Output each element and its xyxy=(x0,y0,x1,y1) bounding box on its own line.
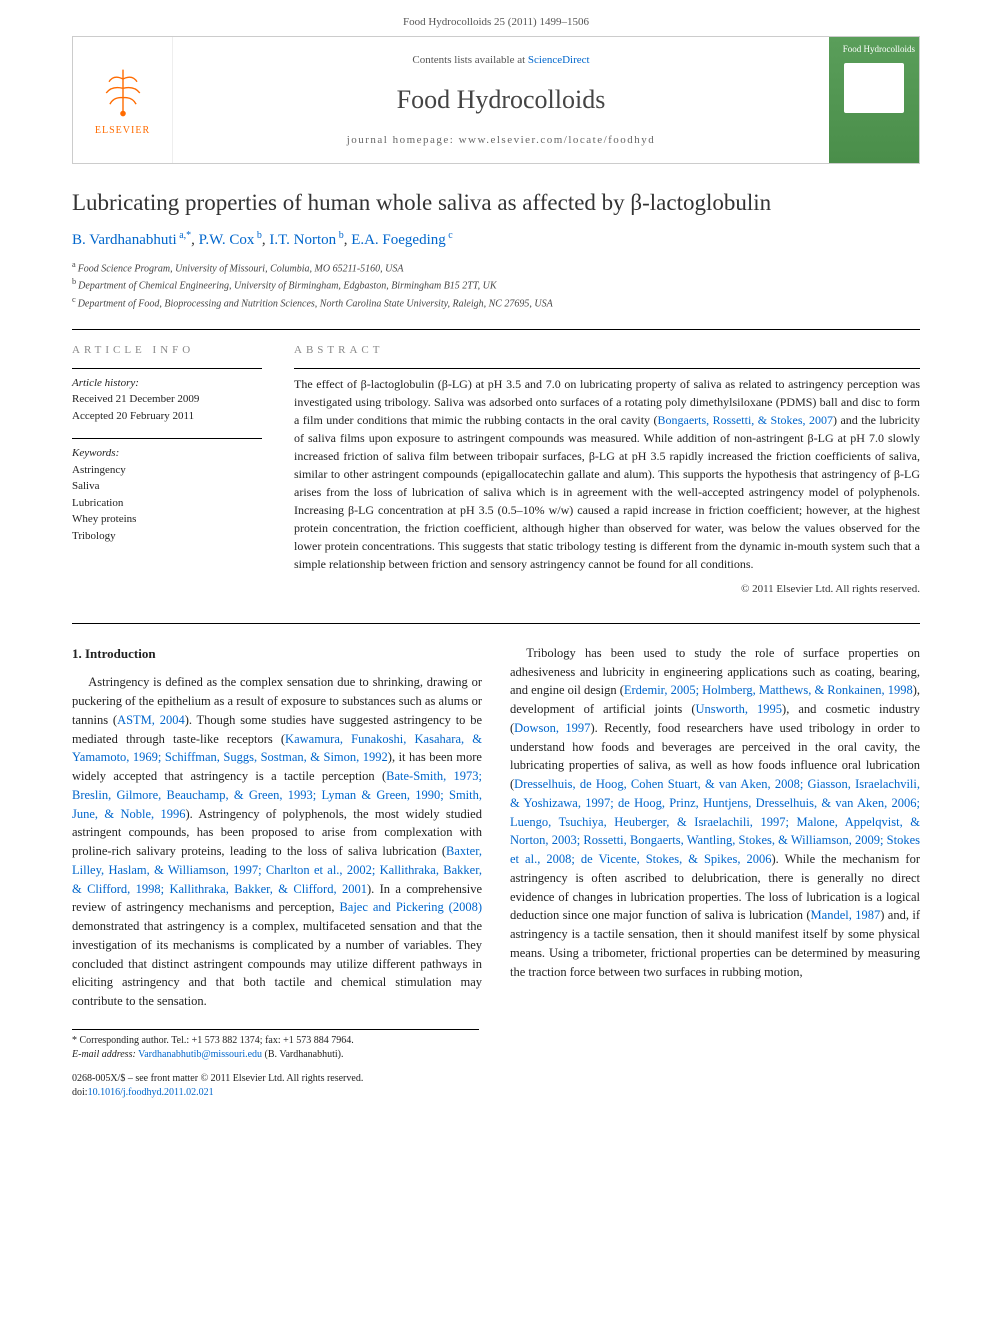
author-affil-sup: b xyxy=(336,230,344,241)
keywords-label: Keywords: xyxy=(72,445,262,462)
keyword: Lubrication xyxy=(72,495,262,512)
body-paragraph: Astringency is defined as the complex se… xyxy=(72,673,482,1011)
contents-link-line: Contents lists available at ScienceDirec… xyxy=(412,54,589,66)
article-info-col: ARTICLE INFO Article history: Received 2… xyxy=(72,344,262,595)
tree-icon xyxy=(95,65,151,121)
homepage-prefix: journal homepage: xyxy=(347,134,459,146)
full-divider xyxy=(72,623,920,624)
body-text: 1. Introduction Astringency is defined a… xyxy=(0,644,992,1011)
received-date: Received 21 December 2009 xyxy=(72,391,262,408)
citation-link[interactable]: ASTM, 2004 xyxy=(117,713,185,727)
abstract-text-post: ) and the lubricity of saliva films upon… xyxy=(294,413,920,571)
article-info-heading: ARTICLE INFO xyxy=(72,344,262,356)
article-title: Lubricating properties of human whole sa… xyxy=(72,188,920,218)
journal-box: ELSEVIER Contents lists available at Sci… xyxy=(72,36,920,164)
sciencedirect-link[interactable]: ScienceDirect xyxy=(528,54,590,66)
corresponding-text: * Corresponding author. Tel.: +1 573 882… xyxy=(72,1034,479,1048)
affil-sup: c xyxy=(72,295,76,304)
issn-line: 0268-005X/$ – see front matter © 2011 El… xyxy=(72,1072,920,1086)
author-link[interactable]: P.W. Cox xyxy=(199,232,255,248)
page-header: Food Hydrocolloids 25 (2011) 1499–1506 xyxy=(0,0,992,36)
elsevier-logo: ELSEVIER xyxy=(73,37,173,163)
footnote-block: * Corresponding author. Tel.: +1 573 882… xyxy=(0,1011,992,1062)
thumb-title: Food Hydrocolloids xyxy=(833,45,915,55)
author-link[interactable]: I.T. Norton xyxy=(269,232,336,248)
abstract-text: The effect of β-lactoglobulin (β-LG) at … xyxy=(294,368,920,573)
corresponding-footnote: * Corresponding author. Tel.: +1 573 882… xyxy=(72,1029,479,1062)
journal-name: Food Hydrocolloids xyxy=(397,85,606,115)
email-name: (B. Vardhanabhuti). xyxy=(265,1049,344,1060)
authors-line: B. Vardhanabhuti a,*, P.W. Cox b, I.T. N… xyxy=(72,230,920,249)
author-affil-sup: c xyxy=(446,230,453,241)
accepted-date: Accepted 20 February 2011 xyxy=(72,408,262,425)
affil-text: Department of Chemical Engineering, Univ… xyxy=(78,281,496,292)
section-heading: 1. Introduction xyxy=(72,644,482,664)
history-label: Article history: xyxy=(72,375,262,392)
affil-text: Food Science Program, University of Miss… xyxy=(78,263,404,274)
affiliation-line: bDepartment of Chemical Engineering, Uni… xyxy=(72,276,920,293)
affiliations: aFood Science Program, University of Mis… xyxy=(72,259,920,311)
corresponding-sup[interactable]: * xyxy=(186,230,191,241)
keyword: Tribology xyxy=(72,528,262,545)
author-affil-sup: b xyxy=(254,230,262,241)
keyword: Saliva xyxy=(72,478,262,495)
citation-link[interactable]: Mandel, 1987 xyxy=(811,908,881,922)
journal-homepage: journal homepage: www.elsevier.com/locat… xyxy=(347,134,656,146)
abstract-col: ABSTRACT The effect of β-lactoglobulin (… xyxy=(294,344,920,595)
citation-link[interactable]: Dowson, 1997 xyxy=(514,721,590,735)
affiliation-line: cDepartment of Food, Bioprocessing and N… xyxy=(72,294,920,311)
article-history-block: Article history: Received 21 December 20… xyxy=(72,368,262,425)
footer-issn-doi: 0268-005X/$ – see front matter © 2011 El… xyxy=(0,1062,992,1120)
abstract-heading: ABSTRACT xyxy=(294,344,920,356)
citation-link[interactable]: Bongaerts, Rossetti, & Stokes, 2007 xyxy=(658,413,834,427)
affil-sup: b xyxy=(72,277,76,286)
affiliation-line: aFood Science Program, University of Mis… xyxy=(72,259,920,276)
affil-sup: a xyxy=(72,260,76,269)
doi-link[interactable]: 10.1016/j.foodhyd.2011.02.021 xyxy=(88,1087,214,1098)
keyword: Astringency xyxy=(72,462,262,479)
journal-center: Contents lists available at ScienceDirec… xyxy=(173,37,829,163)
author-link[interactable]: B. Vardhanabhuti xyxy=(72,232,177,248)
citation-link[interactable]: Erdemir, 2005; Holmberg, Matthews, & Ron… xyxy=(624,683,913,697)
doi-label: doi: xyxy=(72,1087,88,1098)
elsevier-logo-text: ELSEVIER xyxy=(95,125,150,136)
thumb-image-placeholder xyxy=(844,63,904,113)
author-link[interactable]: E.A. Foegeding xyxy=(351,232,446,248)
citation-link[interactable]: Unsworth, 1995 xyxy=(696,702,783,716)
affil-text: Department of Food, Bioprocessing and Nu… xyxy=(78,298,553,309)
journal-cover-thumb: Food Hydrocolloids xyxy=(829,37,919,163)
homepage-url[interactable]: www.elsevier.com/locate/foodhyd xyxy=(459,134,656,146)
email-link[interactable]: Vardhanabhutib@missouri.edu xyxy=(138,1049,262,1060)
keyword: Whey proteins xyxy=(72,511,262,528)
contents-prefix: Contents lists available at xyxy=(412,54,527,66)
abstract-copyright: © 2011 Elsevier Ltd. All rights reserved… xyxy=(294,583,920,595)
citation-link[interactable]: Bajec and Pickering (2008) xyxy=(339,900,482,914)
email-label: E-mail address: xyxy=(72,1049,136,1060)
body-paragraph: Tribology has been used to study the rol… xyxy=(510,644,920,982)
keywords-block: Keywords: Astringency Saliva Lubrication… xyxy=(72,438,262,544)
divider xyxy=(72,329,920,330)
author-affil-sup: a, xyxy=(177,230,186,241)
